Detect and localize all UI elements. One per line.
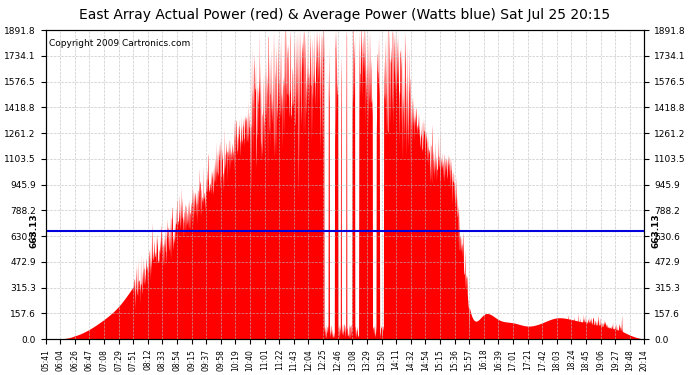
Text: 663.13: 663.13	[30, 213, 39, 248]
Text: 663.13: 663.13	[651, 213, 660, 248]
Text: Copyright 2009 Cartronics.com: Copyright 2009 Cartronics.com	[48, 39, 190, 48]
Text: East Array Actual Power (red) & Average Power (Watts blue) Sat Jul 25 20:15: East Array Actual Power (red) & Average …	[79, 8, 611, 21]
